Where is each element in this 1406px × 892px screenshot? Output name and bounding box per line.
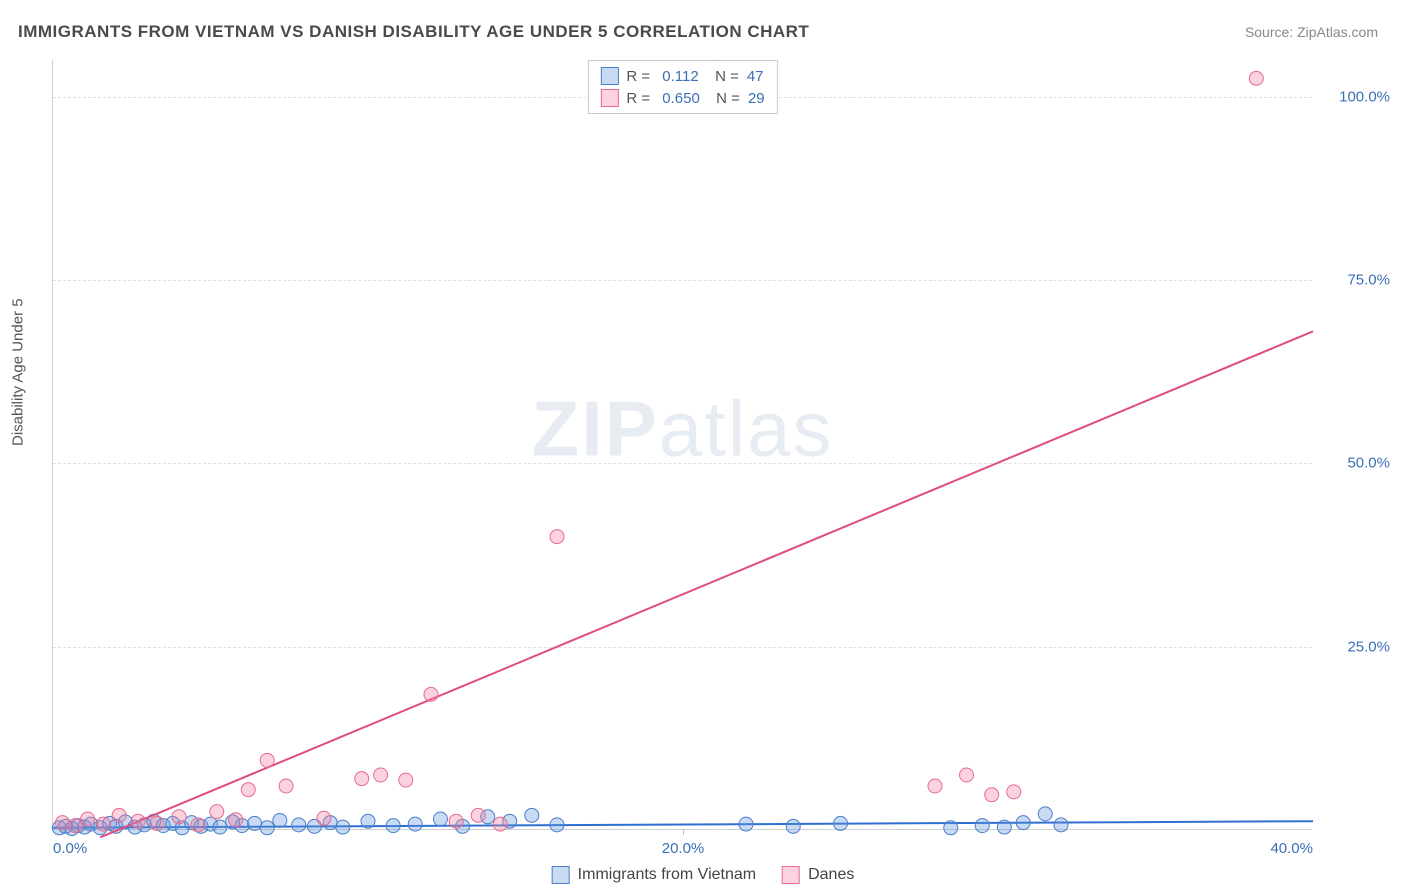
data-point xyxy=(1054,818,1068,832)
data-point xyxy=(739,817,753,831)
data-point xyxy=(1007,785,1021,799)
data-point xyxy=(960,768,974,782)
data-point xyxy=(96,817,110,831)
legend-r-value-1: 0.650 xyxy=(662,90,700,107)
legend-row-series-0: R = 0.112 N = 47 xyxy=(600,65,764,87)
data-point xyxy=(408,817,422,831)
data-point xyxy=(213,820,227,834)
data-point xyxy=(985,788,999,802)
legend-bottom-label-1: Danes xyxy=(808,866,854,884)
legend-r-label: R = xyxy=(626,68,654,85)
x-tick-label: 40.0% xyxy=(1270,840,1313,857)
data-point xyxy=(273,813,287,827)
x-tick-label: 20.0% xyxy=(662,840,705,857)
y-tick-label: 25.0% xyxy=(1347,638,1390,655)
data-point xyxy=(172,810,186,824)
data-point xyxy=(997,820,1011,834)
data-point xyxy=(229,813,243,827)
data-point xyxy=(424,687,438,701)
legend-bottom-swatch-1 xyxy=(782,866,800,884)
data-point xyxy=(493,817,507,831)
data-point xyxy=(386,819,400,833)
data-point xyxy=(928,779,942,793)
scatter-plot-svg xyxy=(53,60,1312,829)
correlation-legend: R = 0.112 N = 47 R = 0.650 N = 29 xyxy=(587,60,777,114)
data-point xyxy=(550,530,564,544)
data-point xyxy=(525,808,539,822)
legend-row-series-1: R = 0.650 N = 29 xyxy=(600,87,764,109)
chart-plot-area: ZIPatlas R = 0.112 N = 47 R = 0.650 N = … xyxy=(52,60,1312,830)
data-point xyxy=(260,753,274,767)
y-tick-label: 100.0% xyxy=(1339,88,1390,105)
data-point xyxy=(944,821,958,835)
trend-line xyxy=(100,331,1313,837)
data-point xyxy=(361,814,375,828)
legend-bottom-label-0: Immigrants from Vietnam xyxy=(578,866,756,884)
legend-swatch-0 xyxy=(600,67,618,85)
legend-n-label: N = xyxy=(708,90,740,107)
data-point xyxy=(433,812,447,826)
data-point xyxy=(210,805,224,819)
data-point xyxy=(355,772,369,786)
legend-n-value-0: 47 xyxy=(747,68,764,85)
data-point xyxy=(1249,71,1263,85)
legend-n-label: N = xyxy=(707,68,739,85)
data-point xyxy=(112,808,126,822)
data-point xyxy=(81,812,95,826)
legend-bottom-swatch-0 xyxy=(552,866,570,884)
data-point xyxy=(279,779,293,793)
data-point xyxy=(292,818,306,832)
y-tick-label: 50.0% xyxy=(1347,455,1390,472)
data-point xyxy=(449,814,463,828)
data-point xyxy=(68,819,82,833)
data-point xyxy=(248,816,262,830)
data-point xyxy=(336,820,350,834)
y-tick-label: 75.0% xyxy=(1347,272,1390,289)
data-point xyxy=(191,818,205,832)
data-point xyxy=(55,816,69,830)
series-legend: Immigrants from Vietnam Danes xyxy=(552,866,855,884)
y-axis-label: Disability Age Under 5 xyxy=(10,298,27,446)
data-point xyxy=(786,819,800,833)
data-point xyxy=(975,819,989,833)
data-point xyxy=(150,816,164,830)
chart-title: IMMIGRANTS FROM VIETNAM VS DANISH DISABI… xyxy=(18,22,809,42)
source-attribution: Source: ZipAtlas.com xyxy=(1245,24,1378,40)
data-point xyxy=(317,811,331,825)
x-tick-label: 0.0% xyxy=(53,840,87,857)
data-point xyxy=(550,818,564,832)
data-point xyxy=(399,773,413,787)
data-point xyxy=(471,808,485,822)
data-point xyxy=(834,816,848,830)
legend-swatch-1 xyxy=(600,89,618,107)
data-point xyxy=(260,821,274,835)
data-point xyxy=(374,768,388,782)
data-point xyxy=(131,814,145,828)
data-point xyxy=(1038,807,1052,821)
data-point xyxy=(241,783,255,797)
data-point xyxy=(1016,816,1030,830)
legend-item-1: Danes xyxy=(782,866,854,884)
legend-n-value-1: 29 xyxy=(748,90,765,107)
legend-r-label: R = xyxy=(626,90,654,107)
legend-r-value-0: 0.112 xyxy=(662,68,698,85)
x-tick-mark xyxy=(683,829,684,835)
legend-item-0: Immigrants from Vietnam xyxy=(552,866,756,884)
